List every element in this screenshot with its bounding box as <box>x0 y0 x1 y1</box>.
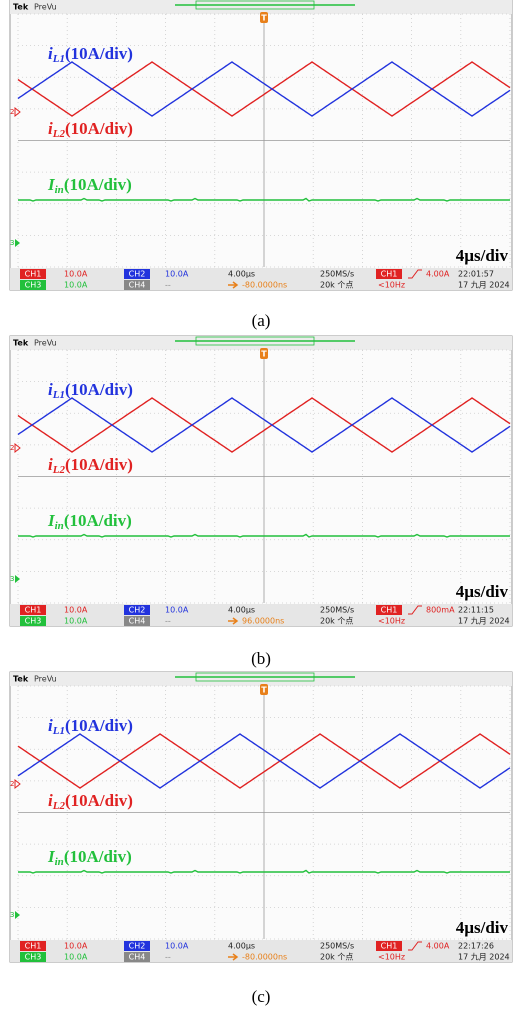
status-text: 250MS/s <box>320 942 354 951</box>
channel-badge-label: CH4 <box>129 281 146 290</box>
status-text: 10.0A <box>64 270 88 279</box>
trace-subscript: L1 <box>52 389 65 401</box>
trace-unit: (10A/div) <box>65 380 133 399</box>
ch3-marker: 3 <box>10 911 14 919</box>
status-text: 800mA <box>426 606 455 615</box>
status-text: 4.00A <box>426 942 450 951</box>
brand: Tek <box>13 3 29 12</box>
trace-subscript: L2 <box>52 464 66 476</box>
status-text: 10.0A <box>64 942 88 951</box>
trace-subscript: in <box>55 184 64 196</box>
status-text: 4.00µs <box>228 942 255 951</box>
channel-badge-label: CH2 <box>129 270 146 279</box>
status-text: 10.0A <box>165 606 189 615</box>
trace-subscript: L2 <box>52 128 66 140</box>
trigger-marker-label: T <box>261 14 267 23</box>
scope-panel: TekPreVuT23iL1(10A/div)iL2(10A/div)Iin(1… <box>10 336 512 626</box>
header-bar <box>10 672 512 686</box>
channel-badge-label: CH1 <box>381 270 398 279</box>
status-text: 250MS/s <box>320 606 354 615</box>
mode: PreVu <box>34 675 57 684</box>
ch3-marker: 3 <box>10 239 14 247</box>
status-text: -80.0000ns <box>242 953 287 962</box>
channel-badge-label: CH1 <box>381 606 398 615</box>
status-text: 96.0000ns <box>242 617 284 626</box>
status-text: 4.00µs <box>228 606 255 615</box>
channel-badge-label: CH1 <box>25 270 42 279</box>
channel-badge-label: CH2 <box>129 606 146 615</box>
ch2-marker: 2 <box>10 108 14 116</box>
status-text: 22:17:26 <box>458 942 494 951</box>
trace-subscript: L1 <box>52 725 65 737</box>
timebase-label: 4µs/div <box>456 918 509 937</box>
status-text: 250MS/s <box>320 270 354 279</box>
channel-badge-label: CH4 <box>129 953 146 962</box>
trace-unit: (10A/div) <box>64 175 132 194</box>
mode: PreVu <box>34 339 57 348</box>
status-text: 10.0A <box>64 617 88 626</box>
status-text: <10Hz <box>378 617 405 626</box>
trace-subscript: L2 <box>52 800 66 812</box>
trace-unit: (10A/div) <box>65 44 133 63</box>
status-text: -80.0000ns <box>242 281 287 290</box>
status-text: 20k 个点 <box>320 617 353 626</box>
trace-unit: (10A/div) <box>65 119 133 138</box>
mode: PreVu <box>34 3 57 12</box>
timebase-label: 4µs/div <box>456 582 509 601</box>
status-text: 17 九月 2024 <box>458 953 510 962</box>
status-text: -- <box>165 617 171 626</box>
scope-panel: TekPreVuT23iL1(10A/div)iL2(10A/div)Iin(1… <box>10 0 512 290</box>
trace-subscript: in <box>55 856 64 868</box>
header-bar <box>10 336 512 350</box>
brand: Tek <box>13 339 29 348</box>
figure: TekPreVuT23iL1(10A/div)iL2(10A/div)Iin(1… <box>0 0 522 1014</box>
ch3-marker: 3 <box>10 575 14 583</box>
status-text: <10Hz <box>378 281 405 290</box>
status-text: 4.00A <box>426 270 450 279</box>
status-text: 17 九月 2024 <box>458 617 510 626</box>
trigger-marker-label: T <box>261 686 267 695</box>
trigger-marker-label: T <box>261 350 267 359</box>
status-text: 20k 个点 <box>320 281 353 290</box>
status-text: 20k 个点 <box>320 953 353 962</box>
header-bar <box>10 0 512 14</box>
status-text: 4.00µs <box>228 270 255 279</box>
trace-unit: (10A/div) <box>65 455 133 474</box>
ch2-marker: 2 <box>10 444 14 452</box>
ch2-marker: 2 <box>10 780 14 788</box>
trace-unit: (10A/div) <box>65 791 133 810</box>
channel-badge-label: CH3 <box>25 617 42 626</box>
channel-badge-label: CH3 <box>25 953 42 962</box>
status-text: <10Hz <box>378 953 405 962</box>
status-text: 10.0A <box>165 942 189 951</box>
caption: (a) <box>252 311 271 330</box>
status-text: 10.0A <box>64 606 88 615</box>
status-text: 10.0A <box>64 953 88 962</box>
trace-subscript: in <box>55 520 64 532</box>
caption: (c) <box>252 987 271 1006</box>
timebase-label: 4µs/div <box>456 246 509 265</box>
brand: Tek <box>13 675 29 684</box>
caption: (b) <box>251 649 271 668</box>
channel-badge-label: CH1 <box>25 606 42 615</box>
channel-badge-label: CH4 <box>129 617 146 626</box>
channel-badge-label: CH1 <box>381 942 398 951</box>
trace-unit: (10A/div) <box>64 847 132 866</box>
status-text: 17 九月 2024 <box>458 281 510 290</box>
trace-unit: (10A/div) <box>64 511 132 530</box>
status-text: 10.0A <box>165 270 189 279</box>
status-text: -- <box>165 281 171 290</box>
trace-unit: (10A/div) <box>65 716 133 735</box>
status-text: 10.0A <box>64 281 88 290</box>
channel-badge-label: CH1 <box>25 942 42 951</box>
channel-badge-label: CH2 <box>129 942 146 951</box>
channel-badge-label: CH3 <box>25 281 42 290</box>
status-text: 22:11:15 <box>458 606 494 615</box>
status-text: 22:01:57 <box>458 270 494 279</box>
status-text: -- <box>165 953 171 962</box>
trace-subscript: L1 <box>52 53 65 65</box>
